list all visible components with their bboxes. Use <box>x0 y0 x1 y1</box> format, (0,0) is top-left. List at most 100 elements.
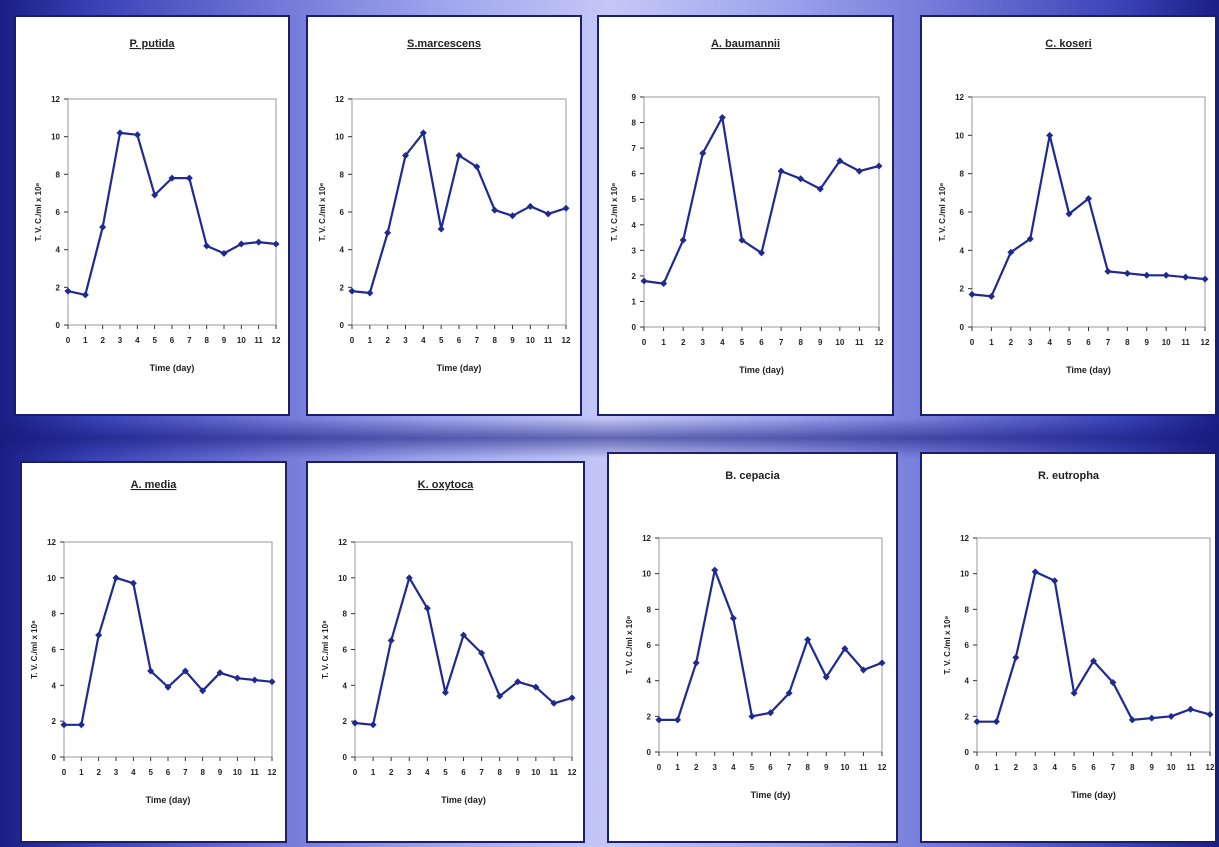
data-point <box>384 229 392 237</box>
y-tick-label: 0 <box>340 321 345 330</box>
y-tick-label: 2 <box>647 712 652 721</box>
x-tick-label: 8 <box>805 763 810 772</box>
data-point <box>758 249 765 257</box>
x-tick-label: 1 <box>661 338 666 347</box>
x-axis-label: Time (day) <box>739 365 784 375</box>
y-tick-label: 2 <box>56 283 61 292</box>
data-point <box>1104 267 1112 275</box>
x-tick-label: 9 <box>1145 338 1150 347</box>
data-point <box>216 669 224 677</box>
x-axis-label: Time (day) <box>441 795 486 805</box>
x-tick-label: 7 <box>1106 338 1111 347</box>
x-tick-label: 7 <box>787 763 792 772</box>
y-tick-label: 12 <box>338 538 347 547</box>
x-tick-label: 3 <box>407 768 412 777</box>
y-axis-label: T. V. C./ml x 10⁸ <box>318 182 327 241</box>
x-tick-label: 5 <box>439 336 444 345</box>
x-tick-label: 4 <box>731 763 736 772</box>
x-tick-label: 12 <box>875 338 884 347</box>
x-tick-label: 2 <box>385 336 390 345</box>
data-point <box>568 694 576 702</box>
y-tick-label: 6 <box>965 641 970 650</box>
y-tick-label: 12 <box>642 534 651 543</box>
x-tick-label: 12 <box>268 768 277 777</box>
y-tick-label: 5 <box>632 195 637 204</box>
series-line <box>659 568 883 721</box>
data-point <box>692 659 700 667</box>
plot-frame <box>971 96 1206 328</box>
x-tick-label: 5 <box>152 336 157 345</box>
x-tick-label: 2 <box>96 768 101 777</box>
data-point <box>1012 653 1020 661</box>
y-tick-label: 10 <box>335 133 344 142</box>
x-tick-label: 4 <box>421 336 426 345</box>
y-tick-label: 4 <box>343 681 348 690</box>
data-point <box>64 287 72 295</box>
data-point <box>147 667 155 675</box>
x-axis-label: Time (day) <box>1071 790 1116 800</box>
y-tick-label: 4 <box>965 677 970 686</box>
data-point <box>220 249 228 257</box>
chart-panel-s-marcescens: S.marcescens 0 2 4 6 8 10 12 0 1 2 3 4 5 6 7 8 9 10 11 12 Tim… <box>306 15 582 416</box>
x-tick-label: 4 <box>720 338 725 347</box>
x-tick-label: 3 <box>1028 338 1033 347</box>
series-line <box>977 570 1211 723</box>
y-tick-label: 10 <box>642 570 651 579</box>
y-tick-label: 6 <box>343 646 348 655</box>
x-tick-label: 10 <box>531 768 540 777</box>
y-tick-label: 6 <box>56 208 61 217</box>
x-tick-label: 11 <box>250 768 259 777</box>
x-tick-label: 4 <box>135 336 140 345</box>
series-line <box>354 576 573 726</box>
data-point <box>816 185 824 193</box>
x-tick-label: 7 <box>779 338 784 347</box>
x-tick-label: 2 <box>100 336 105 345</box>
data-point <box>992 718 1000 726</box>
x-tick-label: 1 <box>368 336 373 345</box>
data-point <box>699 149 707 157</box>
data-point <box>738 236 746 244</box>
x-tick-label: 2 <box>1009 338 1014 347</box>
x-tick-label: 6 <box>457 336 462 345</box>
x-tick-label: 9 <box>218 768 223 777</box>
data-point <box>1031 568 1039 576</box>
x-tick-label: 10 <box>526 336 535 345</box>
x-tick-label: 1 <box>83 336 88 345</box>
y-axis-label: T. V. C./ml x 10⁸ <box>30 620 39 679</box>
data-point <box>1109 678 1117 686</box>
data-point <box>251 676 259 684</box>
chart-title: B. cepacia <box>725 470 780 482</box>
data-point <box>674 716 682 724</box>
data-point <box>496 692 504 700</box>
y-tick-label: 10 <box>338 574 347 583</box>
x-tick-label: 0 <box>657 763 662 772</box>
x-tick-label: 7 <box>479 768 484 777</box>
data-point <box>797 175 805 183</box>
data-point <box>968 290 976 298</box>
x-tick-label: 5 <box>740 338 745 347</box>
chart-title: K. oxytoca <box>418 479 475 491</box>
x-tick-label: 4 <box>1047 338 1052 347</box>
x-tick-label: 2 <box>1014 763 1019 772</box>
x-tick-label: 8 <box>200 768 205 777</box>
chart-title: R. eutropha <box>1038 470 1100 482</box>
x-tick-label: 2 <box>681 338 686 347</box>
x-tick-label: 8 <box>798 338 803 347</box>
data-point <box>402 152 409 159</box>
data-point <box>478 649 486 657</box>
chart-panel-c-koseri: C. koseri 0 2 4 6 8 10 12 0 1 2 3 4 5 6 7 8 9 10 11 12 Time (… <box>920 15 1217 416</box>
data-point <box>203 242 211 250</box>
data-point <box>164 683 172 691</box>
data-point <box>405 574 413 582</box>
data-point <box>351 719 359 727</box>
data-point <box>804 636 812 644</box>
x-tick-label: 11 <box>254 336 263 345</box>
data-point <box>1085 195 1092 203</box>
x-axis-label: Time (day) <box>1066 365 1111 375</box>
y-tick-label: 12 <box>960 534 969 543</box>
data-point <box>369 721 377 729</box>
x-tick-label: 11 <box>1181 338 1190 347</box>
data-point <box>1046 131 1054 139</box>
data-point <box>878 659 886 667</box>
